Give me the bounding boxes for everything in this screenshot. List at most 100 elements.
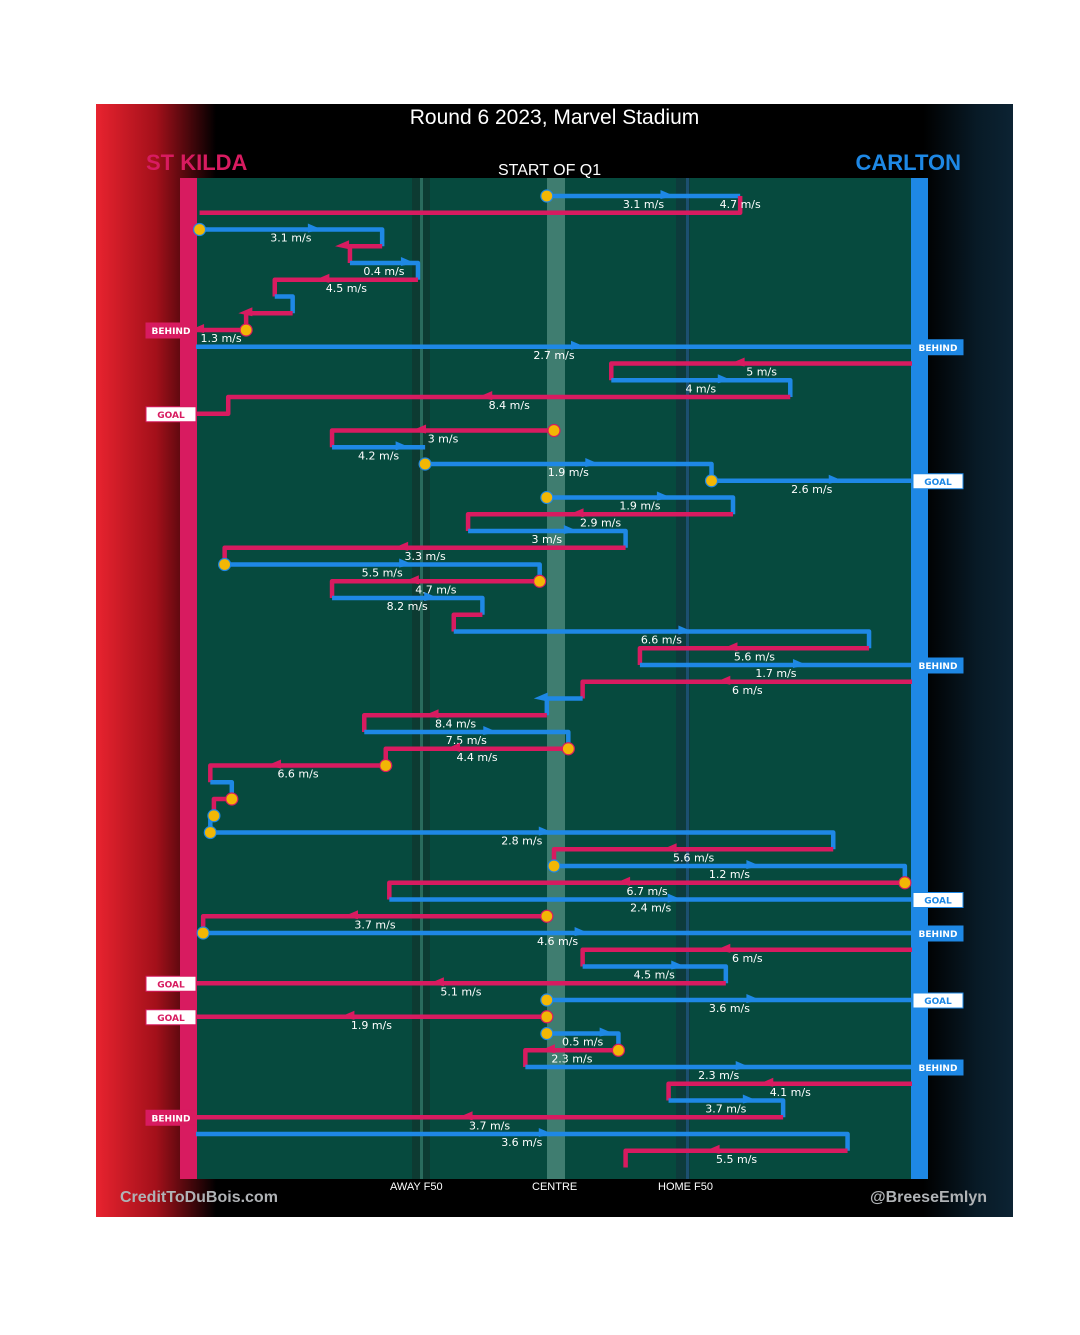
chain-arrow xyxy=(533,692,548,702)
chain-arrow xyxy=(307,223,322,233)
chain-start-marker xyxy=(418,457,432,471)
speed-label: 4.5 m/s xyxy=(326,282,367,295)
end-tag-label: BEHIND xyxy=(152,1114,191,1124)
chain-line xyxy=(199,196,743,215)
chain-arrow xyxy=(574,927,589,936)
end-tag-label: BEHIND xyxy=(919,1064,958,1074)
speed-label: 5.5 m/s xyxy=(716,1153,757,1166)
chain-arrow xyxy=(538,1128,553,1137)
speed-label: 2.3 m/s xyxy=(698,1069,739,1082)
speed-label: 2.7 m/s xyxy=(533,349,574,362)
chain-line xyxy=(465,512,733,531)
chain-arrow xyxy=(678,625,693,635)
speed-label: 1.9 m/s xyxy=(619,500,660,513)
speed-label: 3.6 m/s xyxy=(501,1136,542,1149)
chain-start-marker xyxy=(547,423,561,438)
chain-start-marker xyxy=(207,809,221,823)
chain-start-marker xyxy=(540,1026,554,1041)
chain-arrow xyxy=(660,190,675,199)
speed-label: 5.5 m/s xyxy=(362,567,403,580)
chain-start-marker xyxy=(540,1010,554,1024)
chain-line xyxy=(347,244,383,263)
chain-arrow xyxy=(412,424,427,434)
chain-arrow xyxy=(478,391,493,400)
end-tag-label: GOAL xyxy=(924,478,952,488)
chain-arrow xyxy=(723,642,738,652)
speed-label: 5.6 m/s xyxy=(734,650,775,663)
chain-start-marker xyxy=(704,474,719,488)
chain-start-marker xyxy=(611,1043,626,1057)
end-tag-box xyxy=(145,406,197,423)
chain-arrow xyxy=(569,508,584,518)
chain-arrow xyxy=(716,943,731,953)
chain-start-marker xyxy=(239,323,253,337)
chain-line xyxy=(623,1148,848,1168)
speed-label: 3.7 m/s xyxy=(705,1103,746,1116)
speed-label: 3.7 m/s xyxy=(469,1119,510,1132)
chain-line xyxy=(609,361,912,381)
home-f50-label: HOME F50 xyxy=(658,1181,714,1193)
speed-label: 3.1 m/s xyxy=(270,232,311,245)
chain-arrow xyxy=(540,1044,555,1054)
chain-arrow xyxy=(395,441,410,451)
chain-line xyxy=(329,428,554,448)
end-tag-box xyxy=(145,975,197,992)
end-tag-box xyxy=(912,992,964,1009)
speed-label: 4.1 m/s xyxy=(770,1086,811,1099)
credit-left: CreditToDuBois.com xyxy=(120,1189,278,1206)
chain-line xyxy=(387,880,905,900)
chain-arrow xyxy=(267,759,282,769)
speed-label: 5.1 m/s xyxy=(440,985,481,998)
chain-arrow xyxy=(483,726,498,735)
speed-label: 2.4 m/s xyxy=(630,902,671,915)
end-tag-label: GOAL xyxy=(157,1014,185,1024)
chain-arrow xyxy=(705,1144,720,1154)
chain-arrow xyxy=(238,307,253,317)
chain-arrow xyxy=(563,525,578,534)
speed-label: 1.2 m/s xyxy=(709,868,750,881)
chain-start-marker xyxy=(561,742,575,756)
chain-arrow xyxy=(458,1111,473,1121)
chain-line xyxy=(243,311,293,330)
chain-arrow xyxy=(616,876,631,886)
speed-label: 7.5 m/s xyxy=(446,734,487,747)
speed-label: 6 m/s xyxy=(732,952,763,965)
speed-label: 6.6 m/s xyxy=(641,634,682,647)
chain-arrow xyxy=(344,910,358,920)
chain-arrow xyxy=(671,960,686,970)
speed-label: 3.7 m/s xyxy=(354,918,395,931)
speed-label: 6 m/s xyxy=(732,684,763,697)
chain-line xyxy=(210,830,836,850)
chain-line xyxy=(580,947,912,967)
speed-label: 0.4 m/s xyxy=(363,265,404,278)
speed-label: 6.6 m/s xyxy=(277,768,318,781)
speed-label: 3.6 m/s xyxy=(709,1002,750,1015)
end-tag-label: GOAL xyxy=(924,897,952,907)
chain-line xyxy=(329,579,540,598)
speed-label: 1.9 m/s xyxy=(351,1019,392,1032)
chain-line xyxy=(546,495,736,515)
chain-line xyxy=(272,277,418,297)
chain-start-marker xyxy=(540,993,554,1007)
end-tag-label: BEHIND xyxy=(919,662,958,672)
end-tag-box xyxy=(145,1009,197,1026)
chain-arrow xyxy=(394,541,409,551)
away-f50-line xyxy=(420,178,423,1179)
credit-right: @BreeseEmlyn xyxy=(870,1189,987,1206)
start-label: START OF Q1 xyxy=(498,162,602,179)
chain-start-marker xyxy=(547,859,561,873)
chain-start-marker xyxy=(540,909,554,923)
chain-arrow xyxy=(424,709,439,719)
chain-arrow xyxy=(735,1061,750,1070)
chain-start-marker xyxy=(192,222,207,237)
chain-start-marker xyxy=(218,557,232,572)
speed-label: 8.4 m/s xyxy=(489,399,530,412)
end-tag-box xyxy=(145,322,197,339)
chain-line xyxy=(362,713,547,732)
speed-label: 1.9 m/s xyxy=(548,466,589,479)
chain-line xyxy=(668,1098,786,1118)
team-left-label: ST KILDA xyxy=(146,150,248,175)
chain-arrow xyxy=(585,458,600,467)
speed-label: 4.7 m/s xyxy=(415,583,456,596)
end-tag-label: BEHIND xyxy=(919,344,958,354)
